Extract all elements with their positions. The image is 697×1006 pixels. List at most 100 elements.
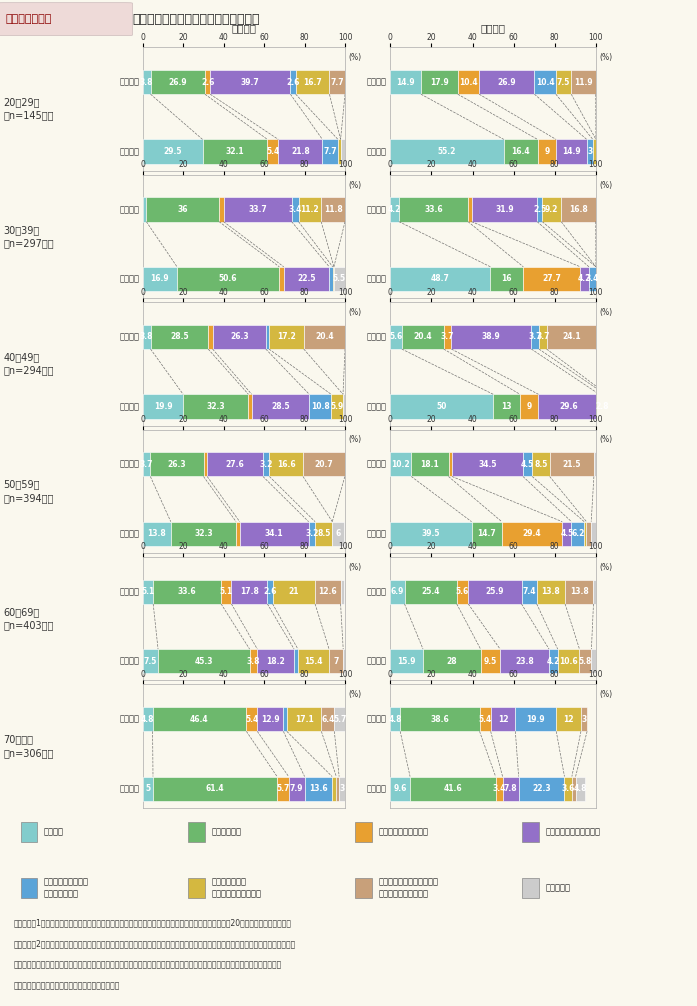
Bar bbox=[520, 394, 538, 418]
Text: 13.8: 13.8 bbox=[542, 588, 560, 597]
Text: に最も近いものをこの中から１つお答えください。それでは、あなたの現実（現状）に最も近いものをこの中から: に最も近いものをこの中から１つお答えください。それでは、あなたの現実（現状）に最… bbox=[14, 961, 282, 970]
Text: 11.8: 11.8 bbox=[323, 205, 342, 214]
Bar bbox=[291, 197, 298, 221]
Text: 19.9: 19.9 bbox=[526, 714, 545, 723]
Bar bbox=[277, 777, 289, 801]
Text: 16.7: 16.7 bbox=[303, 77, 322, 87]
Text: 7.5: 7.5 bbox=[557, 77, 570, 87]
Text: (%): (%) bbox=[599, 53, 613, 62]
Bar bbox=[341, 140, 345, 164]
Bar bbox=[579, 649, 592, 673]
Bar bbox=[143, 522, 171, 546]
Bar bbox=[309, 522, 315, 546]
Text: 26.9: 26.9 bbox=[498, 77, 516, 87]
Text: 25.4: 25.4 bbox=[422, 588, 440, 597]
Bar bbox=[143, 777, 153, 801]
Text: 4.2: 4.2 bbox=[578, 275, 591, 284]
Bar bbox=[171, 522, 236, 546]
Bar bbox=[542, 197, 561, 221]
Bar bbox=[188, 822, 205, 841]
Text: 〈希望〉: 〈希望〉 bbox=[119, 460, 139, 469]
Text: 9: 9 bbox=[544, 147, 549, 156]
Bar bbox=[572, 522, 584, 546]
Bar bbox=[458, 69, 479, 95]
Text: 26.3: 26.3 bbox=[168, 460, 186, 469]
Bar bbox=[421, 69, 458, 95]
Bar bbox=[502, 522, 562, 546]
Bar bbox=[581, 267, 589, 291]
Bar bbox=[263, 452, 270, 477]
Bar bbox=[390, 197, 399, 221]
Text: 2.6: 2.6 bbox=[263, 588, 277, 597]
Text: 〈現実〉: 〈現実〉 bbox=[367, 275, 387, 284]
Bar bbox=[284, 267, 329, 291]
Text: 9.5: 9.5 bbox=[484, 657, 497, 666]
Text: 5.6: 5.6 bbox=[390, 332, 403, 341]
Bar bbox=[330, 69, 345, 95]
Bar bbox=[390, 394, 493, 418]
Text: 23.8: 23.8 bbox=[515, 657, 534, 666]
Bar bbox=[605, 394, 607, 418]
Bar bbox=[143, 707, 153, 731]
Bar bbox=[273, 579, 315, 604]
Bar bbox=[491, 267, 523, 291]
Bar bbox=[472, 522, 502, 546]
Text: 〈希望〉: 〈希望〉 bbox=[367, 460, 387, 469]
Text: 12.6: 12.6 bbox=[319, 588, 337, 597]
Bar bbox=[332, 522, 344, 546]
Bar bbox=[303, 452, 345, 477]
Text: 34.5: 34.5 bbox=[478, 460, 497, 469]
Bar bbox=[151, 69, 205, 95]
Bar bbox=[268, 579, 273, 604]
Bar bbox=[183, 394, 248, 418]
Bar bbox=[298, 197, 321, 221]
Bar bbox=[576, 777, 585, 801]
Text: 60〜69歳
（n=403人）: 60〜69歳 （n=403人） bbox=[3, 607, 54, 631]
FancyBboxPatch shape bbox=[0, 3, 132, 35]
Text: (%): (%) bbox=[599, 690, 613, 699]
Bar bbox=[481, 649, 500, 673]
Bar bbox=[146, 197, 219, 221]
Bar bbox=[581, 707, 587, 731]
Text: 28.5: 28.5 bbox=[271, 402, 290, 410]
Bar bbox=[332, 267, 334, 291]
Bar bbox=[390, 707, 400, 731]
Bar bbox=[355, 822, 372, 841]
Text: 3.7: 3.7 bbox=[528, 332, 542, 341]
Text: 4.5: 4.5 bbox=[560, 529, 574, 538]
Text: 〈現実〉: 〈現実〉 bbox=[367, 785, 387, 793]
Bar bbox=[593, 579, 596, 604]
Text: 11.9: 11.9 bbox=[574, 77, 593, 87]
Text: 〈希望〉: 〈希望〉 bbox=[367, 332, 387, 341]
Text: 3.8: 3.8 bbox=[247, 657, 260, 666]
Bar bbox=[587, 140, 593, 164]
Bar bbox=[594, 452, 596, 477]
Text: 5: 5 bbox=[146, 785, 151, 793]
Bar bbox=[550, 452, 594, 477]
Bar bbox=[203, 140, 268, 164]
Text: 第１－３－２図: 第１－３－２図 bbox=[6, 14, 52, 24]
Text: 13.6: 13.6 bbox=[309, 785, 328, 793]
Bar bbox=[539, 325, 546, 349]
Bar bbox=[224, 197, 291, 221]
Bar bbox=[535, 69, 556, 95]
Bar bbox=[291, 69, 296, 95]
Text: 〈希望〉: 〈希望〉 bbox=[119, 77, 139, 87]
Bar bbox=[390, 579, 404, 604]
Text: 28: 28 bbox=[447, 657, 457, 666]
Text: 3: 3 bbox=[587, 147, 592, 156]
Bar bbox=[523, 822, 539, 841]
Bar bbox=[323, 140, 338, 164]
Text: 17.1: 17.1 bbox=[295, 714, 314, 723]
Text: 6.2: 6.2 bbox=[571, 529, 585, 538]
Bar bbox=[221, 579, 231, 604]
Text: 9: 9 bbox=[526, 402, 532, 410]
Bar bbox=[143, 394, 183, 418]
Text: 32.3: 32.3 bbox=[194, 529, 213, 538]
Text: 8.5: 8.5 bbox=[534, 460, 548, 469]
Text: 36: 36 bbox=[178, 205, 188, 214]
Text: 〈希望〉: 〈希望〉 bbox=[367, 205, 387, 214]
Bar bbox=[538, 394, 599, 418]
Bar bbox=[296, 69, 330, 95]
Text: 〈現実〉: 〈現実〉 bbox=[119, 402, 139, 410]
